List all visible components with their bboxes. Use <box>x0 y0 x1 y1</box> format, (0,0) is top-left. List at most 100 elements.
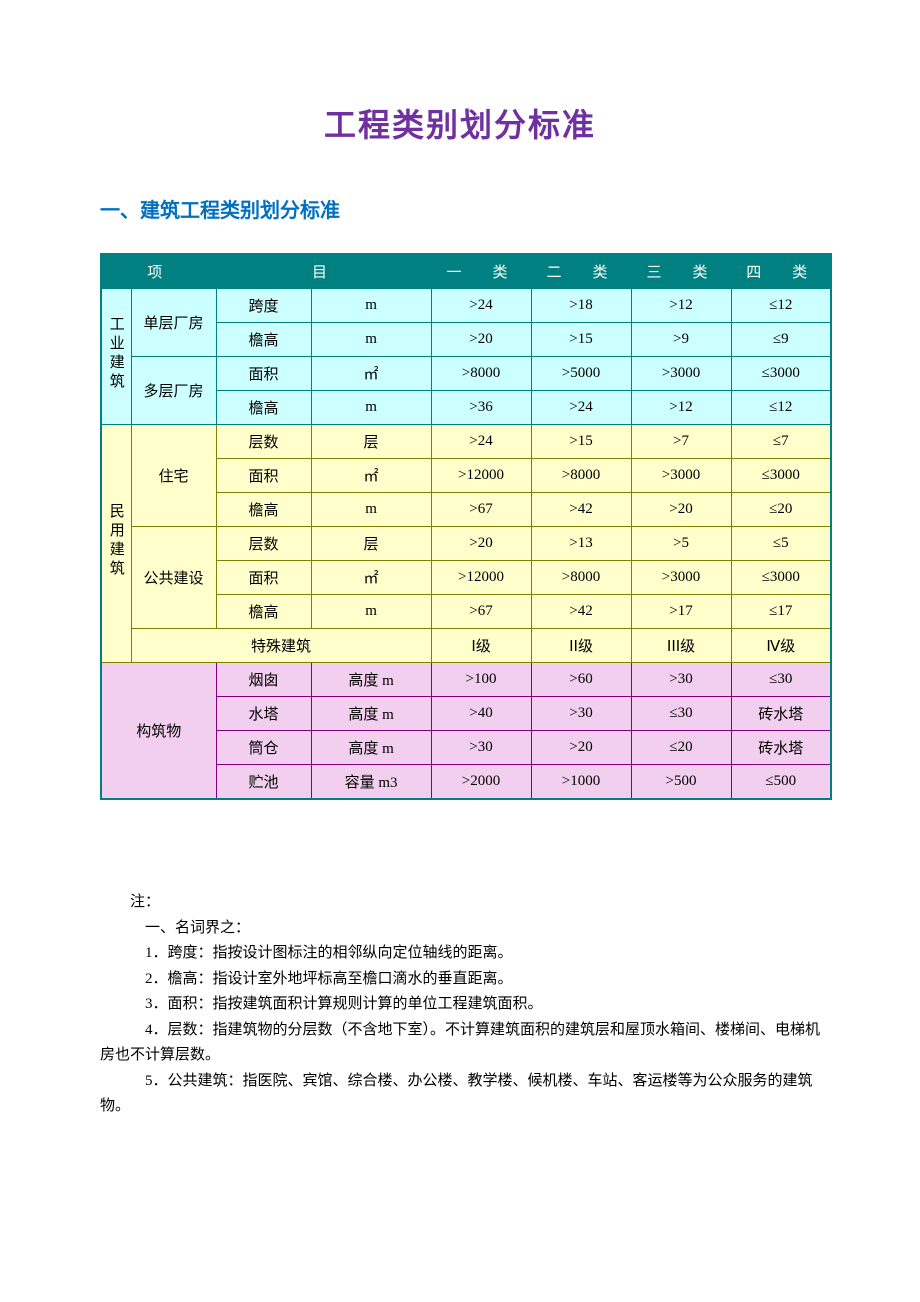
unit-cell: m <box>311 493 431 527</box>
value-cell: >100 <box>431 663 531 697</box>
group-label: 构筑物 <box>101 663 216 800</box>
value-cell: >13 <box>531 527 631 561</box>
value-cell: >30 <box>531 697 631 731</box>
table-row: 特殊建筑Ⅰ级ⅠⅠ级ⅠⅠⅠ级Ⅳ级 <box>101 629 831 663</box>
value-cell: >3000 <box>631 357 731 391</box>
metric-cell: 烟囱 <box>216 663 311 697</box>
metric-cell: 水塔 <box>216 697 311 731</box>
notes-line: 2．檐高：指设计室外地坪标高至檐口滴水的垂直距离。 <box>100 967 820 993</box>
value-cell: >12 <box>631 391 731 425</box>
value-cell: >40 <box>431 697 531 731</box>
value-cell: ≤12 <box>731 391 831 425</box>
document-title: 工程类别划分标准 <box>100 100 820 146</box>
value-cell: ≤3000 <box>731 459 831 493</box>
value-cell: >30 <box>631 663 731 697</box>
header-cell: 目 <box>216 254 431 289</box>
value-cell: >12000 <box>431 561 531 595</box>
notes-line: 5．公共建筑：指医院、宾馆、综合楼、办公楼、教学楼、候机楼、车站、客运楼等为公众… <box>100 1069 820 1120</box>
metric-cell: 檐高 <box>216 493 311 527</box>
unit-cell: m <box>311 323 431 357</box>
value-cell: ≤30 <box>631 697 731 731</box>
value-cell: >15 <box>531 425 631 459</box>
value-cell: >12000 <box>431 459 531 493</box>
table-row: 构筑物烟囱高度 m>100>60>30≤30 <box>101 663 831 697</box>
subgroup-label: 公共建设 <box>131 527 216 629</box>
subgroup-label: 多层厂房 <box>131 357 216 425</box>
value-cell: >36 <box>431 391 531 425</box>
unit-cell: 层 <box>311 527 431 561</box>
unit-cell: ㎡ <box>311 357 431 391</box>
value-cell: >42 <box>531 595 631 629</box>
value-cell: ≤3000 <box>731 357 831 391</box>
value-cell: ≤20 <box>631 731 731 765</box>
unit-cell: 高度 m <box>311 663 431 697</box>
value-cell: >18 <box>531 289 631 323</box>
special-label: 特殊建筑 <box>131 629 431 663</box>
metric-cell: 面积 <box>216 561 311 595</box>
unit-cell: 高度 m <box>311 697 431 731</box>
value-cell: >17 <box>631 595 731 629</box>
value-cell: >5 <box>631 527 731 561</box>
table-header-row: 项目一 类二 类三 类四 类 <box>101 254 831 289</box>
value-cell: 砖水塔 <box>731 731 831 765</box>
value-cell: >20 <box>431 323 531 357</box>
metric-cell: 跨度 <box>216 289 311 323</box>
table-row: 工业建筑单层厂房跨度m>24>18>12≤12 <box>101 289 831 323</box>
value-cell: >24 <box>431 289 531 323</box>
value-cell: >7 <box>631 425 731 459</box>
notes-line: 一、名词界之： <box>100 916 820 942</box>
unit-cell: 高度 m <box>311 731 431 765</box>
unit-cell: m <box>311 595 431 629</box>
value-cell: >20 <box>431 527 531 561</box>
value-cell: >20 <box>531 731 631 765</box>
value-cell: >67 <box>431 595 531 629</box>
header-cell: 二 类 <box>531 254 631 289</box>
classification-table: 项目一 类二 类三 类四 类工业建筑单层厂房跨度m>24>18>12≤12檐高m… <box>100 253 832 800</box>
unit-cell: ㎡ <box>311 459 431 493</box>
metric-cell: 檐高 <box>216 595 311 629</box>
metric-cell: 檐高 <box>216 323 311 357</box>
notes-line: 1．跨度：指按设计图标注的相邻纵向定位轴线的距离。 <box>100 941 820 967</box>
subgroup-label: 住宅 <box>131 425 216 527</box>
header-cell: 三 类 <box>631 254 731 289</box>
value-cell: 砖水塔 <box>731 697 831 731</box>
value-cell: ≤500 <box>731 765 831 800</box>
value-cell: >3000 <box>631 459 731 493</box>
value-cell: >3000 <box>631 561 731 595</box>
metric-cell: 面积 <box>216 357 311 391</box>
value-cell: ≤7 <box>731 425 831 459</box>
value-cell: >20 <box>631 493 731 527</box>
unit-cell: 容量 m3 <box>311 765 431 800</box>
value-cell: Ⅳ级 <box>731 629 831 663</box>
header-cell: 四 类 <box>731 254 831 289</box>
value-cell: >8000 <box>531 459 631 493</box>
value-cell: >42 <box>531 493 631 527</box>
value-cell: >1000 <box>531 765 631 800</box>
unit-cell: ㎡ <box>311 561 431 595</box>
value-cell: >5000 <box>531 357 631 391</box>
value-cell: >30 <box>431 731 531 765</box>
value-cell: ≤3000 <box>731 561 831 595</box>
value-cell: ≤17 <box>731 595 831 629</box>
metric-cell: 层数 <box>216 527 311 561</box>
section-heading: 一、建筑工程类别划分标准 <box>100 194 820 223</box>
value-cell: ≤30 <box>731 663 831 697</box>
value-cell: >67 <box>431 493 531 527</box>
metric-cell: 层数 <box>216 425 311 459</box>
header-cell: 项 <box>101 254 216 289</box>
unit-cell: 层 <box>311 425 431 459</box>
value-cell: >8000 <box>531 561 631 595</box>
value-cell: Ⅰ级 <box>431 629 531 663</box>
header-cell: 一 类 <box>431 254 531 289</box>
value-cell: >9 <box>631 323 731 357</box>
notes-block: 注： 一、名词界之： 1．跨度：指按设计图标注的相邻纵向定位轴线的距离。 2．檐… <box>100 890 820 1120</box>
notes-line: 3．面积：指按建筑面积计算规则计算的单位工程建筑面积。 <box>100 992 820 1018</box>
value-cell: >24 <box>531 391 631 425</box>
value-cell: ⅠⅠⅠ级 <box>631 629 731 663</box>
value-cell: >8000 <box>431 357 531 391</box>
unit-cell: m <box>311 391 431 425</box>
notes-line: 注： <box>100 890 820 916</box>
value-cell: ≤20 <box>731 493 831 527</box>
group-label: 民用建筑 <box>101 425 131 663</box>
value-cell: >24 <box>431 425 531 459</box>
